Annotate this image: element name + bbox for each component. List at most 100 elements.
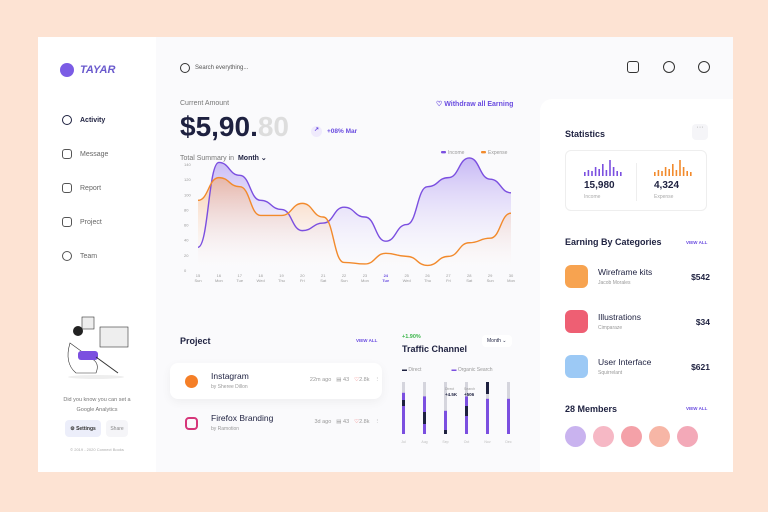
search-bar[interactable]: Search everything... — [180, 63, 248, 73]
y-tick-label: 120 — [184, 177, 191, 182]
x-tick-label: Sun — [194, 278, 201, 283]
avatar[interactable] — [677, 426, 698, 447]
more-vertical-icon[interactable]: ⋮ — [374, 419, 381, 425]
activity-icon — [62, 115, 72, 125]
nav-activity[interactable]: Activity — [62, 103, 108, 137]
x-tick-label: 17 — [238, 273, 243, 278]
month-label: Dec — [505, 440, 511, 444]
legend-direct: ▬ Direct — [402, 367, 422, 373]
category-name: Illustrations — [598, 312, 641, 322]
profile-icon[interactable] — [698, 61, 710, 73]
spark-bar — [682, 167, 685, 176]
period-value: Month — [237, 155, 259, 162]
traffic-period-select[interactable]: Month ⌄ — [482, 335, 512, 347]
nav-label: Activity — [80, 116, 106, 124]
organic-bar[interactable] — [507, 398, 510, 434]
likes: 2.8k — [359, 419, 370, 425]
categories-view-all[interactable]: VIEW ALL — [686, 240, 708, 245]
more-vertical-icon[interactable]: ⋮ — [374, 377, 381, 383]
nav-message[interactable]: Message — [62, 137, 108, 171]
tooltip-value: +4.5K — [445, 392, 458, 397]
x-tick-label: 29 — [488, 273, 493, 278]
spark-bar — [612, 167, 615, 176]
search-input[interactable]: Search everything... — [195, 65, 249, 71]
x-tick-label: 23 — [363, 273, 368, 278]
project-meta: 22m ago ▤ 43 ♡2.8k ⋮ — [310, 377, 380, 383]
amount-change: ↗ +08% Mar — [311, 126, 357, 137]
direct-bar[interactable] — [402, 400, 405, 406]
spark-bar — [686, 171, 688, 176]
category-price: $621 — [691, 361, 710, 372]
period-select[interactable]: Month ⌄ — [237, 155, 267, 162]
brand-name: TAYAR — [80, 64, 116, 76]
y-tick-label: 80 — [184, 207, 189, 212]
direct-bar[interactable] — [486, 382, 489, 394]
category-item[interactable]: Wireframe kits Jacob Morales $542 — [565, 265, 710, 288]
like-count: ♡2.8k — [354, 419, 370, 425]
category-icon — [565, 355, 588, 378]
project-title: Project — [180, 336, 211, 346]
spark-bar — [616, 171, 618, 176]
spark-bar — [609, 160, 611, 176]
nav-team[interactable]: Team — [62, 239, 108, 273]
share-button[interactable]: Share — [106, 420, 128, 437]
direct-bar[interactable] — [465, 406, 468, 416]
project-view-all[interactable]: VIEW ALL — [356, 338, 378, 343]
spark-bar — [679, 160, 681, 176]
alarm-icon[interactable] — [663, 61, 675, 73]
category-item[interactable]: Illustrations Cimparaze $34 — [565, 310, 710, 333]
income-line — [197, 157, 512, 248]
category-item[interactable]: User Interface Squirrelant $621 — [565, 355, 710, 378]
legend-swatch — [481, 151, 486, 154]
x-tick-label: Fri — [300, 278, 305, 283]
x-tick-label: 15 — [196, 273, 201, 278]
tooltip-label: Direct — [445, 387, 454, 391]
project-time: 22m ago — [309, 377, 332, 383]
settings-button[interactable]: ⚙ Settings — [65, 420, 101, 437]
income-sparkline — [584, 160, 622, 176]
month-label: Oct — [464, 440, 469, 444]
members-title: 28 Members — [565, 404, 618, 414]
x-tick-label: Tue — [236, 278, 244, 283]
withdraw-link[interactable]: ♡ Withdraw all Earning — [436, 101, 514, 108]
organic-bar[interactable] — [402, 392, 405, 434]
avatar[interactable] — [621, 426, 642, 447]
project-item[interactable]: Firefox Branding by Ramotion 3d ago ▤ 43 ♡… — [180, 410, 380, 438]
nav-project[interactable]: Project — [62, 205, 108, 239]
main: Search everything... Current Amount $5,9… — [156, 37, 733, 472]
project-author: by Sheree Dillon — [211, 384, 248, 390]
traffic-period: Month — [487, 338, 501, 344]
nav-report[interactable]: Report — [62, 171, 108, 205]
avatar[interactable] — [565, 426, 586, 447]
direct-bar[interactable] — [444, 430, 447, 434]
amount-value: $5,90.80 — [180, 111, 289, 143]
organic-bar[interactable] — [486, 398, 489, 434]
members-view-all[interactable]: VIEW ALL — [686, 406, 708, 411]
more-icon[interactable]: ··· — [692, 124, 708, 140]
spark-bar — [584, 172, 586, 176]
category-price: $542 — [691, 271, 710, 282]
project-item-instagram[interactable] — [170, 363, 382, 399]
month-label: Nov — [484, 440, 490, 444]
organic-bar[interactable] — [444, 410, 447, 434]
like-count: ♡2.8k — [354, 377, 370, 383]
spark-bar — [587, 170, 590, 176]
category-author: Squirrelant — [598, 370, 623, 376]
avatar[interactable] — [593, 426, 614, 447]
x-tick-label: 19 — [279, 273, 284, 278]
expense-label: Expense — [654, 194, 674, 200]
project-item[interactable]: Instagram by Sheree Dillon 22m ago ▤ 43 ♡2… — [180, 368, 380, 396]
nav-label: Report — [80, 184, 102, 192]
chat-icon[interactable] — [627, 61, 639, 73]
spark-bar — [668, 169, 670, 176]
x-tick-label: 21 — [321, 273, 326, 278]
x-tick-label: Thu — [278, 278, 285, 283]
sidebar: TAYAR Activity Message Report Project Te… — [38, 37, 156, 472]
traffic-change: +1.90% — [402, 334, 421, 340]
divider — [636, 163, 637, 201]
income-label: Income — [584, 194, 601, 200]
direct-bar[interactable] — [423, 412, 426, 424]
avatar[interactable] — [649, 426, 670, 447]
x-tick-label: 18 — [258, 273, 263, 278]
x-tick-label: Thu — [424, 278, 431, 283]
